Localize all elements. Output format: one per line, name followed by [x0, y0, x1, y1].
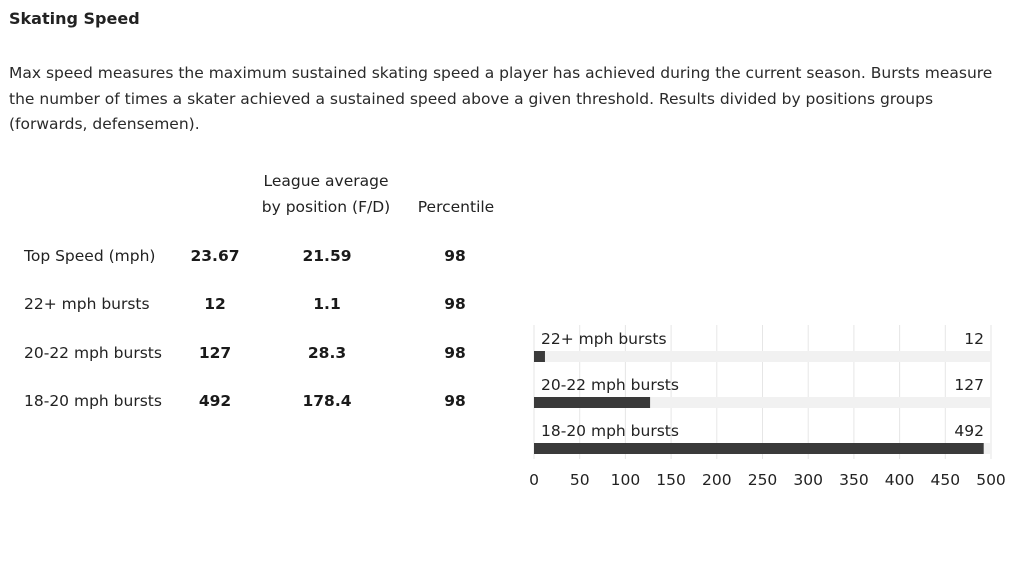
x-tick-label: 450 [931, 471, 961, 489]
x-tick-label: 0 [529, 471, 539, 489]
x-tick-label: 300 [793, 471, 823, 489]
x-tick-label: 500 [976, 471, 1006, 489]
bar [534, 397, 651, 408]
x-tick-label: 50 [570, 471, 590, 489]
row-value: 12 [204, 295, 226, 313]
header-league-line2: by position (F/D) [261, 198, 391, 216]
x-tick-label: 400 [885, 471, 915, 489]
bar-track [534, 351, 991, 362]
row-league-average: 1.1 [313, 295, 341, 313]
bar-value-label: 127 [954, 376, 984, 394]
table-row: Top Speed (mph) 23.67 21.59 98 [0, 244, 520, 268]
row-league-average: 28.3 [307, 344, 347, 362]
x-tick-label: 250 [748, 471, 778, 489]
header-league-line1: League average [263, 172, 389, 190]
x-tick-label: 150 [656, 471, 686, 489]
header-percentile: Percentile [417, 198, 495, 216]
bar-track [534, 397, 991, 408]
bursts-bar-chart: 22+ mph bursts 12 20-22 mph bursts 127 18-20… [529, 325, 1006, 489]
x-tick-label: 100 [611, 471, 641, 489]
bar-value-label: 12 [964, 330, 984, 348]
row-label: 22+ mph bursts [24, 295, 150, 313]
header-league-average: League average by position (F/D) [250, 168, 402, 220]
x-tick-label: 350 [839, 471, 869, 489]
bar [534, 443, 984, 454]
row-label: 20-22 mph bursts [24, 344, 162, 362]
table-row: 18-20 mph bursts 492 178.4 98 [0, 389, 520, 413]
row-percentile: 98 [444, 247, 466, 265]
row-league-average: 21.59 [302, 247, 352, 265]
bar-category-label: 18-20 mph bursts [541, 422, 679, 440]
bar-value-label: 492 [954, 422, 984, 440]
row-value: 23.67 [190, 247, 240, 265]
row-value: 127 [198, 344, 232, 362]
section-title: Skating Speed [9, 9, 140, 28]
row-league-average: 178.4 [302, 392, 352, 410]
bar [534, 351, 545, 362]
row-percentile: 98 [444, 344, 466, 362]
table-row: 20-22 mph bursts 127 28.3 98 [0, 341, 520, 365]
section-description: Max speed measures the maximum sustained… [9, 64, 993, 133]
row-label: Top Speed (mph) [24, 247, 156, 265]
row-value: 492 [198, 392, 232, 410]
row-percentile: 98 [444, 295, 466, 313]
bar-category-label: 22+ mph bursts [541, 330, 667, 348]
x-tick-label: 200 [702, 471, 732, 489]
row-percentile: 98 [444, 392, 466, 410]
bar-category-label: 20-22 mph bursts [541, 376, 679, 394]
row-label: 18-20 mph bursts [24, 392, 162, 410]
table-row: 22+ mph bursts 12 1.1 98 [0, 292, 520, 316]
